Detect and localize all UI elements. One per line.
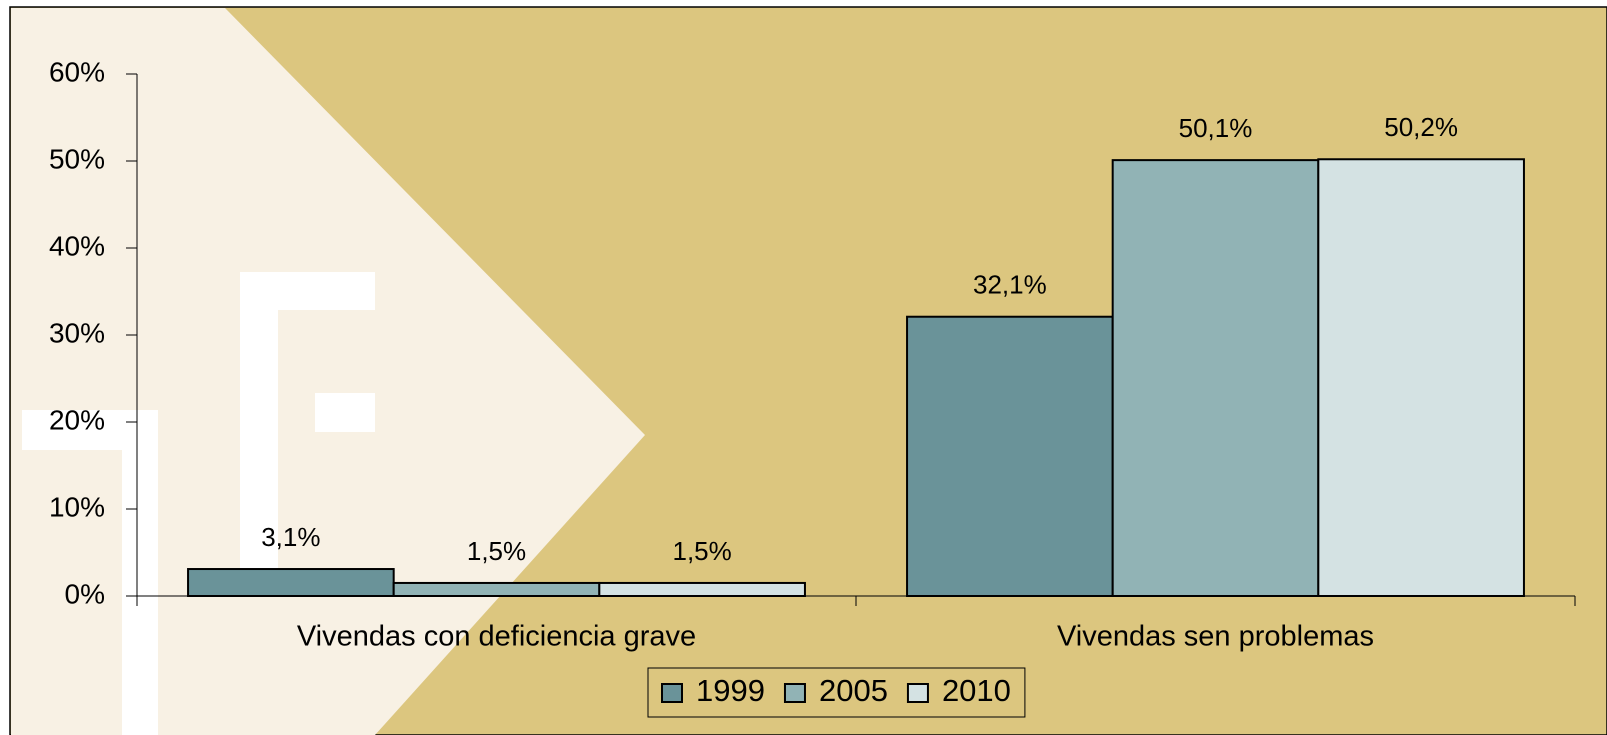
y-tick-label: 20% (49, 404, 105, 435)
legend-swatch (906, 683, 929, 703)
value-label: 50,1% (1179, 113, 1253, 143)
x-tick-label: Vivendas con deficiencia grave (297, 621, 696, 653)
bar (598, 581, 806, 598)
bar (187, 568, 395, 598)
y-tick-label: 60% (49, 56, 105, 87)
value-label: 3,1% (261, 522, 320, 552)
bar (1317, 158, 1525, 597)
background-letters (22, 272, 375, 735)
bar (392, 581, 601, 598)
plot: 0% 10% 20% 30% 40% 50% 60% Vivendas con deficie… (49, 56, 1576, 718)
y-tick-label: 10% (49, 491, 105, 522)
legend-label: 1999 (696, 673, 765, 708)
value-label: 50,2% (1384, 112, 1458, 142)
legend-swatch (783, 683, 806, 703)
value-label: 1,5% (673, 536, 732, 566)
value-label: 32,1% (973, 270, 1047, 300)
background-decoration (11, 8, 645, 735)
value-label: 1,5% (467, 536, 526, 566)
y-tick-label: 30% (49, 317, 105, 348)
legend: 1999 2005 2010 (647, 667, 1026, 718)
x-tick-label: Vivendas sen problemas (1057, 621, 1374, 653)
legend-label: 2005 (819, 673, 888, 708)
legend-swatch (661, 683, 683, 703)
legend-box (647, 667, 1026, 718)
legend-label: 2010 (942, 673, 1011, 708)
y-tick-label: 40% (49, 230, 105, 261)
y-tick-label: 50% (49, 143, 105, 174)
y-tick-label: 0% (65, 578, 105, 609)
bar (906, 315, 1114, 597)
bar (1111, 159, 1320, 597)
